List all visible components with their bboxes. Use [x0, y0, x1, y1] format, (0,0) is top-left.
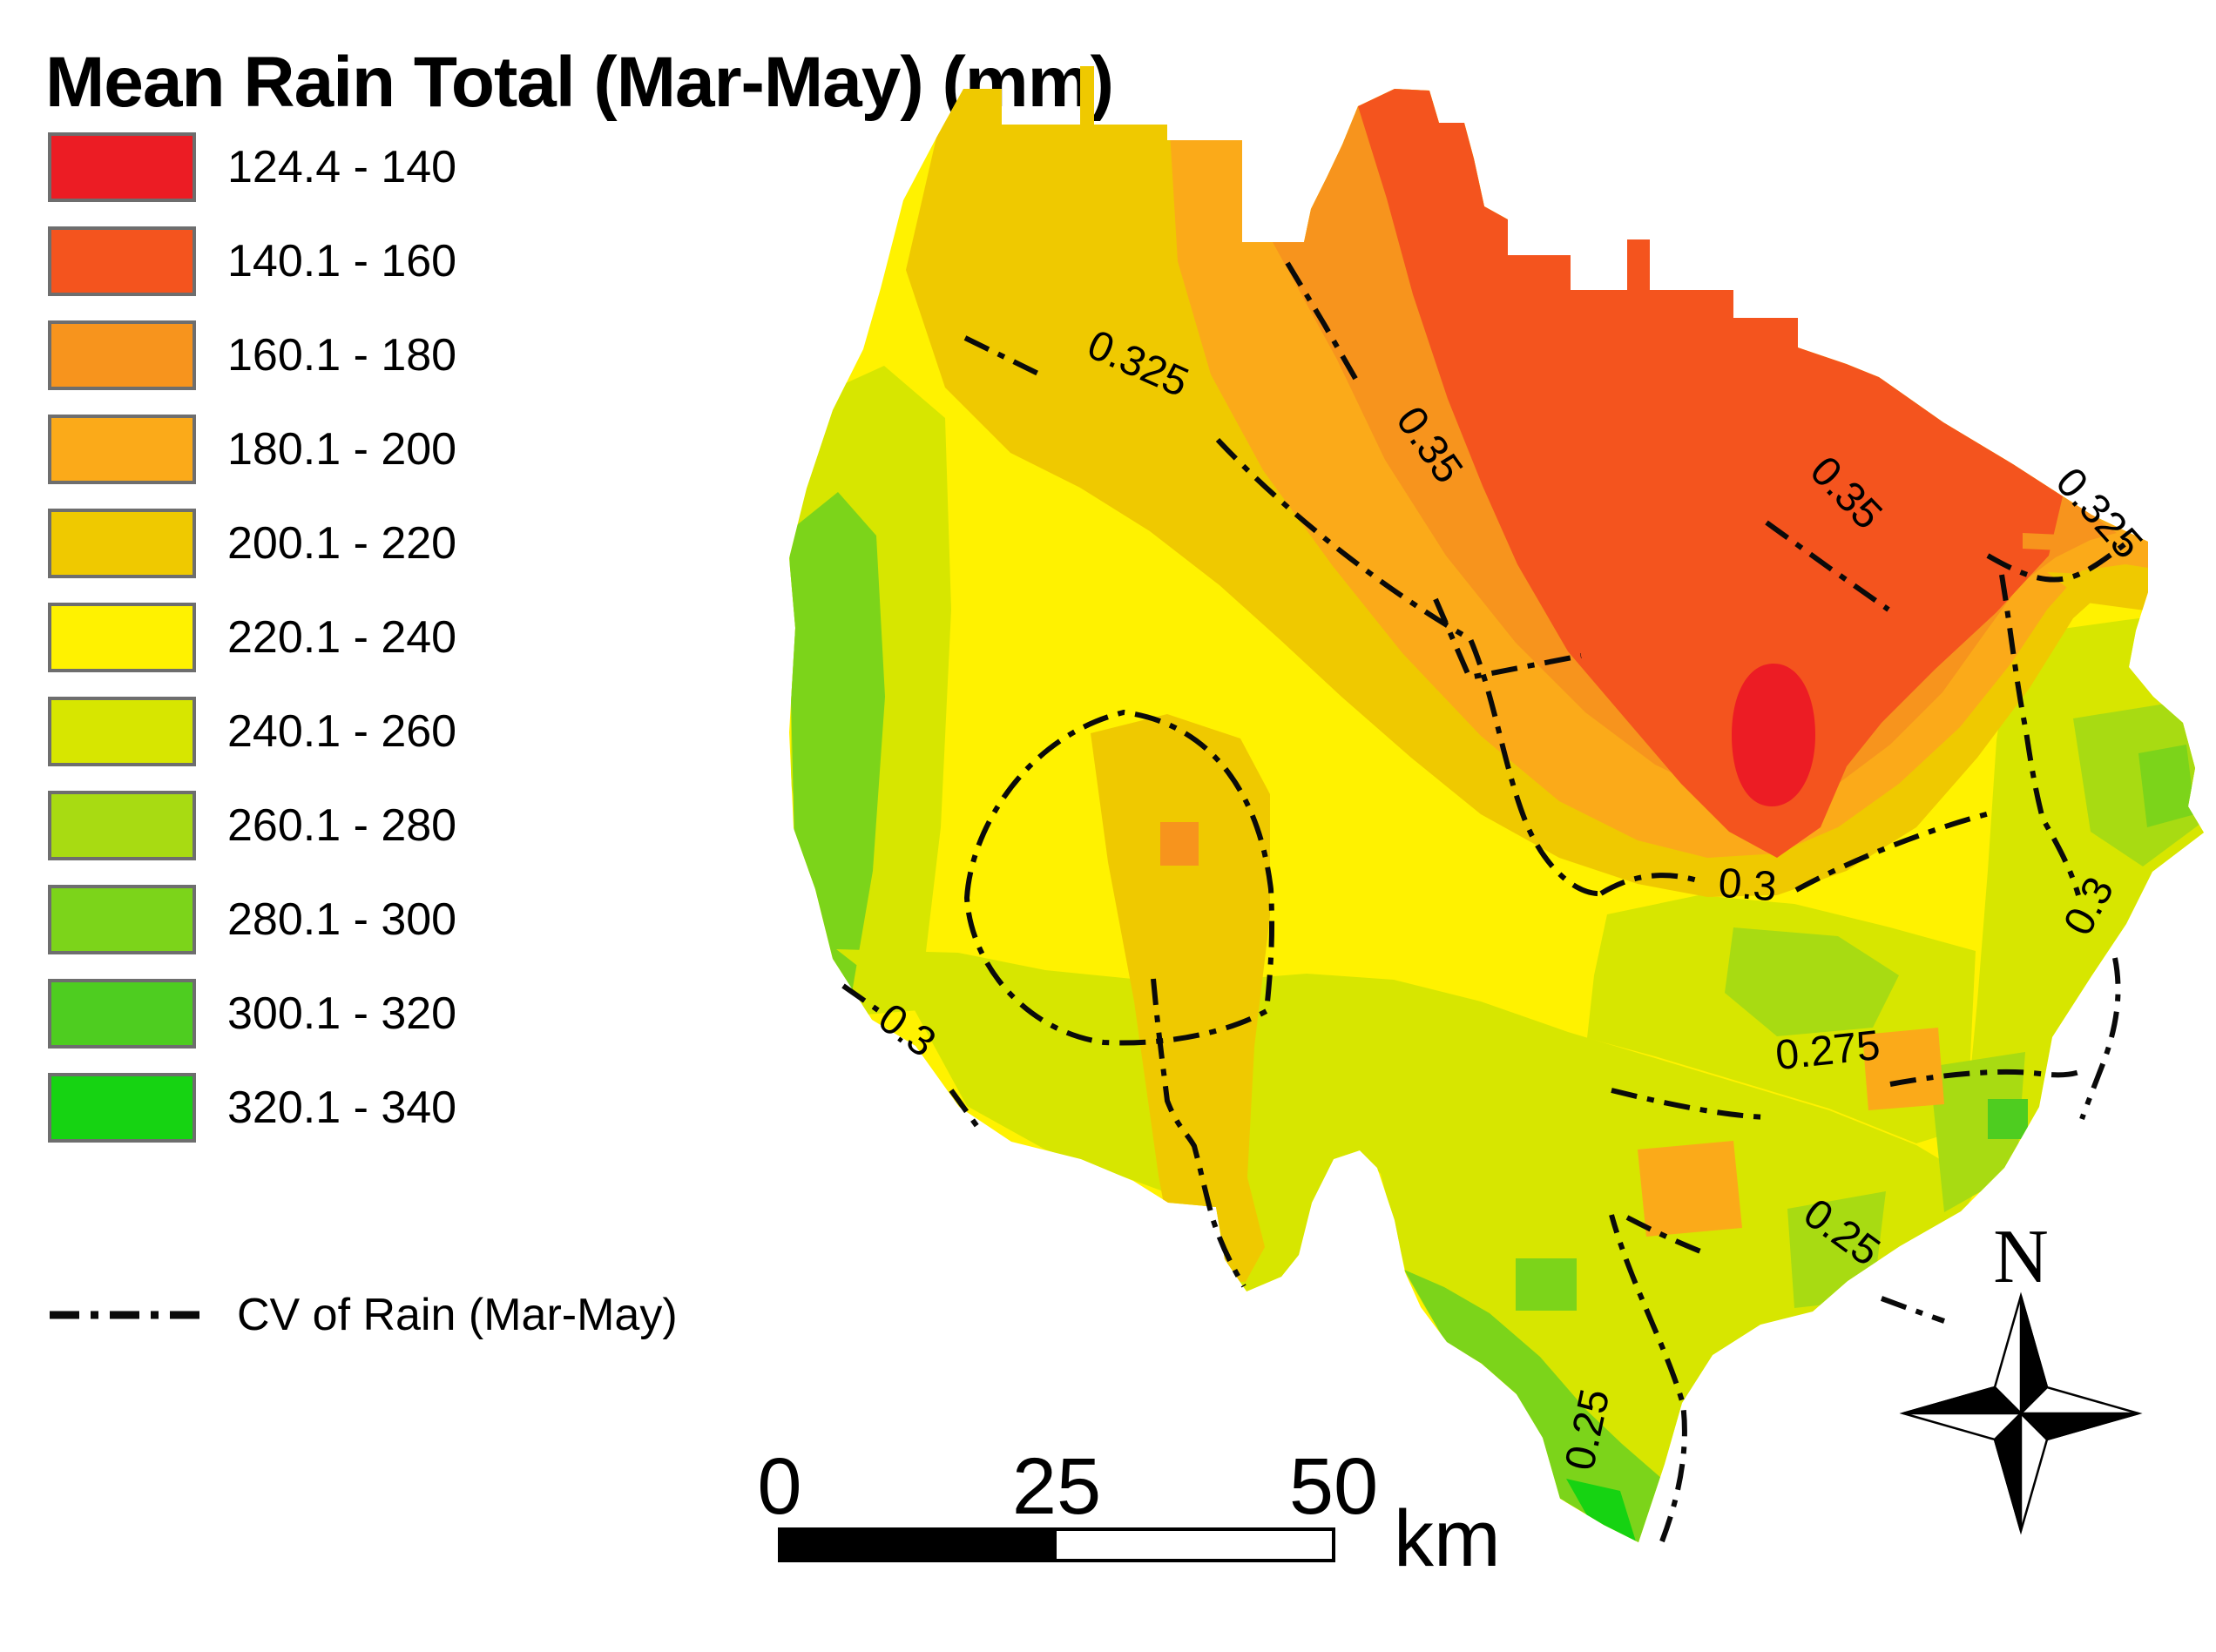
legend-row: 124.4 - 140	[48, 132, 456, 202]
scale-bar-unit: km	[1394, 1494, 1501, 1583]
legend-swatch	[48, 320, 196, 390]
raster-region	[1358, 89, 2063, 858]
legend-swatch	[48, 415, 196, 484]
cv-contours-layer	[841, 261, 2134, 1543]
legend: CV of Rain (Mar-May) 124.4 - 140 140.1 - …	[48, 0, 832, 1652]
raster-region	[1404, 1270, 1662, 1542]
legend-swatch	[48, 603, 196, 672]
raster-region	[836, 949, 1979, 1542]
cv-contour-line	[1599, 873, 1701, 896]
legend-row: 220.1 - 240	[48, 603, 456, 672]
legend-range-label: 260.1 - 280	[227, 800, 457, 851]
legend-swatch	[48, 226, 196, 296]
cv-contour-line	[1986, 536, 2134, 583]
legend-cv-label: CV of Rain (Mar-May)	[237, 1290, 678, 1340]
legend-row: 320.1 - 340	[48, 1073, 456, 1143]
scale-bar-tick: 0	[757, 1442, 801, 1531]
legend-range-label: 240.1 - 260	[227, 706, 457, 757]
cv-contour-line	[1611, 1088, 1769, 1120]
legend-swatch	[48, 509, 196, 578]
legend-swatch	[48, 791, 196, 860]
raster-region	[1566, 1479, 1636, 1541]
cv-contour-line	[949, 1089, 985, 1136]
legend-swatch	[48, 979, 196, 1049]
raster-region	[2138, 745, 2195, 827]
scale-bar-tick: 50	[1289, 1442, 1378, 1531]
legend-range-label: 220.1 - 240	[227, 612, 457, 663]
raster-region	[789, 492, 885, 993]
legend-row: 180.1 - 200	[48, 415, 456, 484]
legend-row: 300.1 - 320	[48, 979, 456, 1049]
legend-range-label: 300.1 - 320	[227, 988, 457, 1039]
legend-swatch	[48, 132, 196, 202]
cv-contour-line	[1765, 520, 1890, 612]
cv-contour-line	[2079, 957, 2121, 1120]
cv-contour-line	[1625, 1215, 1711, 1258]
legend-range-label: 124.4 - 140	[227, 142, 457, 192]
legend-row: 140.1 - 160	[48, 226, 456, 296]
cv-contour-line	[1151, 978, 1246, 1288]
cv-contour-line	[1880, 1296, 1945, 1324]
legend-swatch	[48, 697, 196, 766]
cv-contour-line	[963, 709, 1275, 1046]
raster-region	[1638, 1141, 1742, 1237]
legend-swatch	[48, 1073, 196, 1143]
raster-region	[1160, 822, 1199, 866]
legend-range-label: 320.1 - 340	[227, 1082, 457, 1133]
raster-region	[1862, 1028, 1944, 1110]
raster-region	[2073, 701, 2204, 866]
raster-region	[2023, 533, 2061, 550]
raster-region	[1091, 714, 1270, 1282]
north-arrow: N	[1899, 1215, 2143, 1535]
legend-row: 200.1 - 220	[48, 509, 456, 578]
cv-line-sample-icon	[50, 1311, 207, 1319]
raster-region	[1988, 1099, 2028, 1139]
raster-region	[1725, 927, 1899, 1036]
legend-row: 260.1 - 280	[48, 791, 456, 860]
legend-range-label: 160.1 - 180	[227, 330, 457, 381]
legend-range-label: 180.1 - 200	[227, 424, 457, 475]
scale-bar-ticks: 0 25 50	[757, 1442, 1378, 1531]
legend-row: 160.1 - 180	[48, 320, 456, 390]
cv-contour-line	[1215, 437, 1602, 897]
raster-region	[1516, 1258, 1577, 1311]
cv-contour-line	[841, 983, 880, 1013]
scale-bar-tick: 25	[1012, 1442, 1101, 1531]
cv-contour-label: 0.3	[1717, 860, 1778, 911]
cv-contour-line	[1609, 1214, 1687, 1543]
raster-region	[1732, 664, 1815, 806]
north-label: N	[1993, 1215, 2049, 1299]
compass-rose-icon	[1899, 1291, 2143, 1535]
legend-range-label: 140.1 - 160	[227, 236, 457, 287]
cv-contour-line	[963, 335, 1045, 379]
cv-contour-line	[1285, 261, 1363, 389]
legend-cv-row: CV of Rain (Mar-May)	[48, 1282, 678, 1348]
scale-bar: 0 25 50 km	[757, 1442, 1500, 1583]
legend-range-label: 200.1 - 220	[227, 518, 457, 569]
cv-contour-line	[1999, 574, 2081, 896]
legend-row: 280.1 - 300	[48, 885, 456, 954]
cv-contour-line	[1794, 809, 1997, 893]
cv-contour-line	[1889, 1067, 2088, 1087]
legend-range-label: 280.1 - 300	[227, 894, 457, 945]
cv-contour-label: 0.275	[1773, 1022, 1882, 1079]
legend-row: 240.1 - 260	[48, 697, 456, 766]
map-title: Mean Rain Total (Mar-May) (mm)	[45, 43, 1114, 122]
legend-swatch	[48, 885, 196, 954]
scale-bar-filled-segment	[780, 1529, 1057, 1561]
